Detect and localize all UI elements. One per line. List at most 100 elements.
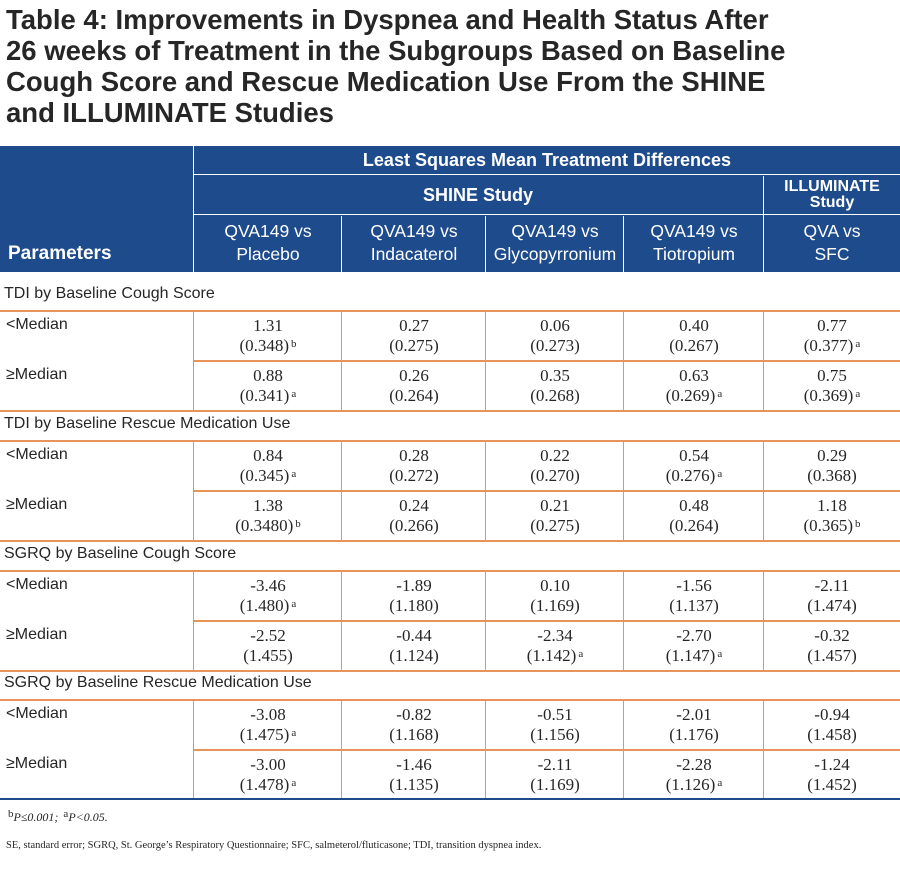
table-cell: -0.94 (1.458)	[764, 701, 900, 749]
cell-se-text: (0.266)	[389, 516, 439, 535]
table-cell: -2.11 (1.169)	[486, 751, 624, 799]
cell-divider	[623, 622, 624, 670]
column-header-line-2: SFC	[814, 244, 850, 264]
table-cell: -2.70 (1.147) a	[624, 622, 764, 670]
section-title: TDI by Baseline Rescue Medication Use	[4, 415, 291, 432]
table-cell: -3.46 (1.480) a	[194, 572, 342, 620]
cell-se: (1.169)	[530, 775, 580, 795]
cell-se: (1.458)	[807, 725, 857, 745]
cell-divider	[623, 751, 624, 799]
cell-divider	[763, 492, 764, 540]
table-cell: 0.77 (0.377) a	[764, 312, 900, 360]
row-label: ≥Median	[6, 626, 68, 643]
column-header: QVA149 vs Glycopyrronium	[486, 216, 624, 270]
header-divider	[194, 214, 900, 215]
column-header-line-2: Tiotropium	[652, 244, 735, 264]
cell-se-text: (1.475)	[239, 725, 290, 744]
cell-se: (1.457)	[807, 646, 857, 666]
column-header-line-1: QVA149 vs	[370, 221, 458, 241]
cell-divider	[193, 572, 194, 620]
cell-value: 0.06	[540, 316, 570, 335]
cell-se: (0.3480) b	[235, 516, 301, 536]
cell-se: (1.455)	[243, 646, 293, 666]
lsm-header: Least Squares Mean Treatment Differences	[362, 149, 732, 170]
cell-divider	[193, 622, 194, 670]
cell-value: 0.35	[540, 366, 570, 385]
cell-value: -2.01	[676, 705, 712, 724]
cell-value: -2.28	[676, 755, 712, 774]
table-cell: -2.52 (1.455)	[194, 622, 342, 670]
cell-divider	[193, 492, 194, 540]
footnote-a-text: P<0.05.	[68, 810, 108, 824]
cell-divider	[485, 362, 486, 410]
cell-divider	[341, 751, 342, 799]
table-cell: 0.10 (1.169)	[486, 572, 624, 620]
table-cell: -1.24 (1.452)	[764, 751, 900, 799]
significance-mark: b	[291, 338, 297, 350]
table-cell: 0.88 (0.341) a	[194, 362, 342, 410]
table-cell: 0.29 (0.368)	[764, 442, 900, 490]
cell-se-text: (1.169)	[530, 775, 580, 794]
cell-value: -3.00	[250, 755, 286, 774]
cell-value: 0.29	[817, 446, 847, 465]
significance-mark: a	[291, 598, 297, 610]
column-header-line-1: QVA vs	[803, 221, 861, 241]
cell-se: (1.137)	[669, 596, 719, 616]
cell-divider	[341, 312, 342, 360]
row-rule	[0, 440, 900, 442]
cell-value: -3.08	[250, 705, 286, 724]
cell-value: 1.31	[253, 316, 283, 335]
table-cell: -0.44 (1.124)	[342, 622, 486, 670]
cell-se-text: (0.264)	[389, 386, 439, 405]
table-cell: 0.22 (0.270)	[486, 442, 624, 490]
cell-se: (1.452)	[807, 775, 857, 795]
header-divider	[485, 216, 486, 272]
cell-se: (1.180)	[389, 596, 439, 616]
cell-value: -2.70	[676, 626, 712, 645]
significance-mark: a	[717, 388, 723, 400]
row-label: ≥Median	[6, 496, 68, 513]
cell-se-text: (0.3480)	[235, 516, 294, 535]
cell-se-text: (0.270)	[530, 466, 580, 485]
cell-se: (1.478) a	[240, 775, 296, 795]
column-header-line-2: Placebo	[236, 244, 300, 264]
section-title: SGRQ by Baseline Cough Score	[4, 545, 237, 562]
cell-divider	[763, 701, 764, 749]
cell-value: -1.56	[676, 576, 712, 595]
cell-se-text: (0.269)	[665, 386, 716, 405]
cell-se: (1.147) a	[666, 646, 722, 666]
cell-se-text: (1.474)	[807, 596, 857, 615]
cell-se-text: (1.147)	[665, 646, 716, 665]
parameters-header: Parameters	[8, 243, 112, 264]
cell-divider	[485, 622, 486, 670]
cell-se: (1.156)	[530, 725, 580, 745]
row-label: <Median	[6, 446, 68, 463]
cell-divider	[623, 312, 624, 360]
column-header: QVA vs SFC	[764, 216, 900, 270]
cell-value: -0.51	[537, 705, 573, 724]
table-cell: 0.24 (0.266)	[342, 492, 486, 540]
cell-value: 0.54	[679, 446, 709, 465]
cell-divider	[623, 442, 624, 490]
cell-value: 0.84	[253, 446, 283, 465]
cell-se-text: (1.480)	[239, 596, 290, 615]
cell-se-text: (0.348)	[239, 336, 290, 355]
cell-se-text: (0.341)	[239, 386, 290, 405]
cell-divider	[193, 751, 194, 799]
significance-mark: a	[291, 777, 297, 789]
significance-mark: b	[295, 518, 301, 530]
cell-divider	[341, 572, 342, 620]
cell-se: (1.135)	[389, 775, 439, 795]
cell-value: -0.32	[814, 626, 850, 645]
cell-divider	[763, 622, 764, 670]
table-cell: 1.18 (0.365) b	[764, 492, 900, 540]
shine-study-header: SHINE Study	[422, 184, 533, 205]
section-title: TDI by Baseline Cough Score	[4, 285, 215, 302]
illuminate-study-header: ILLUMINATE Study	[764, 176, 900, 214]
cell-divider	[763, 362, 764, 410]
table-cell: 0.27 (0.275)	[342, 312, 486, 360]
illuminate-line-1: ILLUMINATE	[784, 178, 880, 195]
cell-se: (0.275)	[389, 336, 439, 356]
cell-se-text: (0.275)	[530, 516, 580, 535]
row-rule	[193, 490, 900, 492]
